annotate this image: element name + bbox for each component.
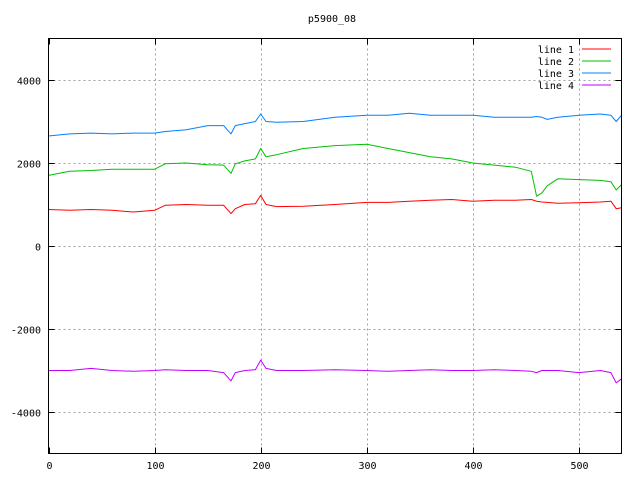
x-tick-label: 300: [358, 461, 376, 472]
y-tick-label: -2000: [11, 326, 41, 337]
y-tick-label: 2000: [17, 160, 41, 171]
series-line-4: [48, 359, 622, 384]
x-tick-label: 500: [570, 461, 588, 472]
legend-label: line 3: [538, 69, 574, 80]
series-line-1: [48, 194, 622, 215]
x-tick-label: 0: [46, 461, 52, 472]
y-tick-label: -4000: [11, 409, 41, 420]
series-line-3: [48, 112, 622, 137]
x-tick-label: 200: [252, 461, 270, 472]
x-tick-label: 400: [464, 461, 482, 472]
x-tick-label: 100: [146, 461, 164, 472]
y-tick-label: 0: [35, 243, 41, 254]
series-line-2: [48, 143, 622, 197]
y-tick-label: 4000: [17, 77, 41, 88]
axis-ticks: 0 100 200 300 400 500 -4000 -2000 0 2000 4000: [11, 38, 622, 472]
plot-area: [48, 112, 622, 384]
legend-label: line 1: [538, 45, 574, 56]
chart-title: p5900_08: [308, 14, 356, 25]
legend-label: line 4: [538, 81, 574, 92]
legend-label: line 2: [538, 57, 574, 68]
grid-lines: [48, 38, 622, 454]
